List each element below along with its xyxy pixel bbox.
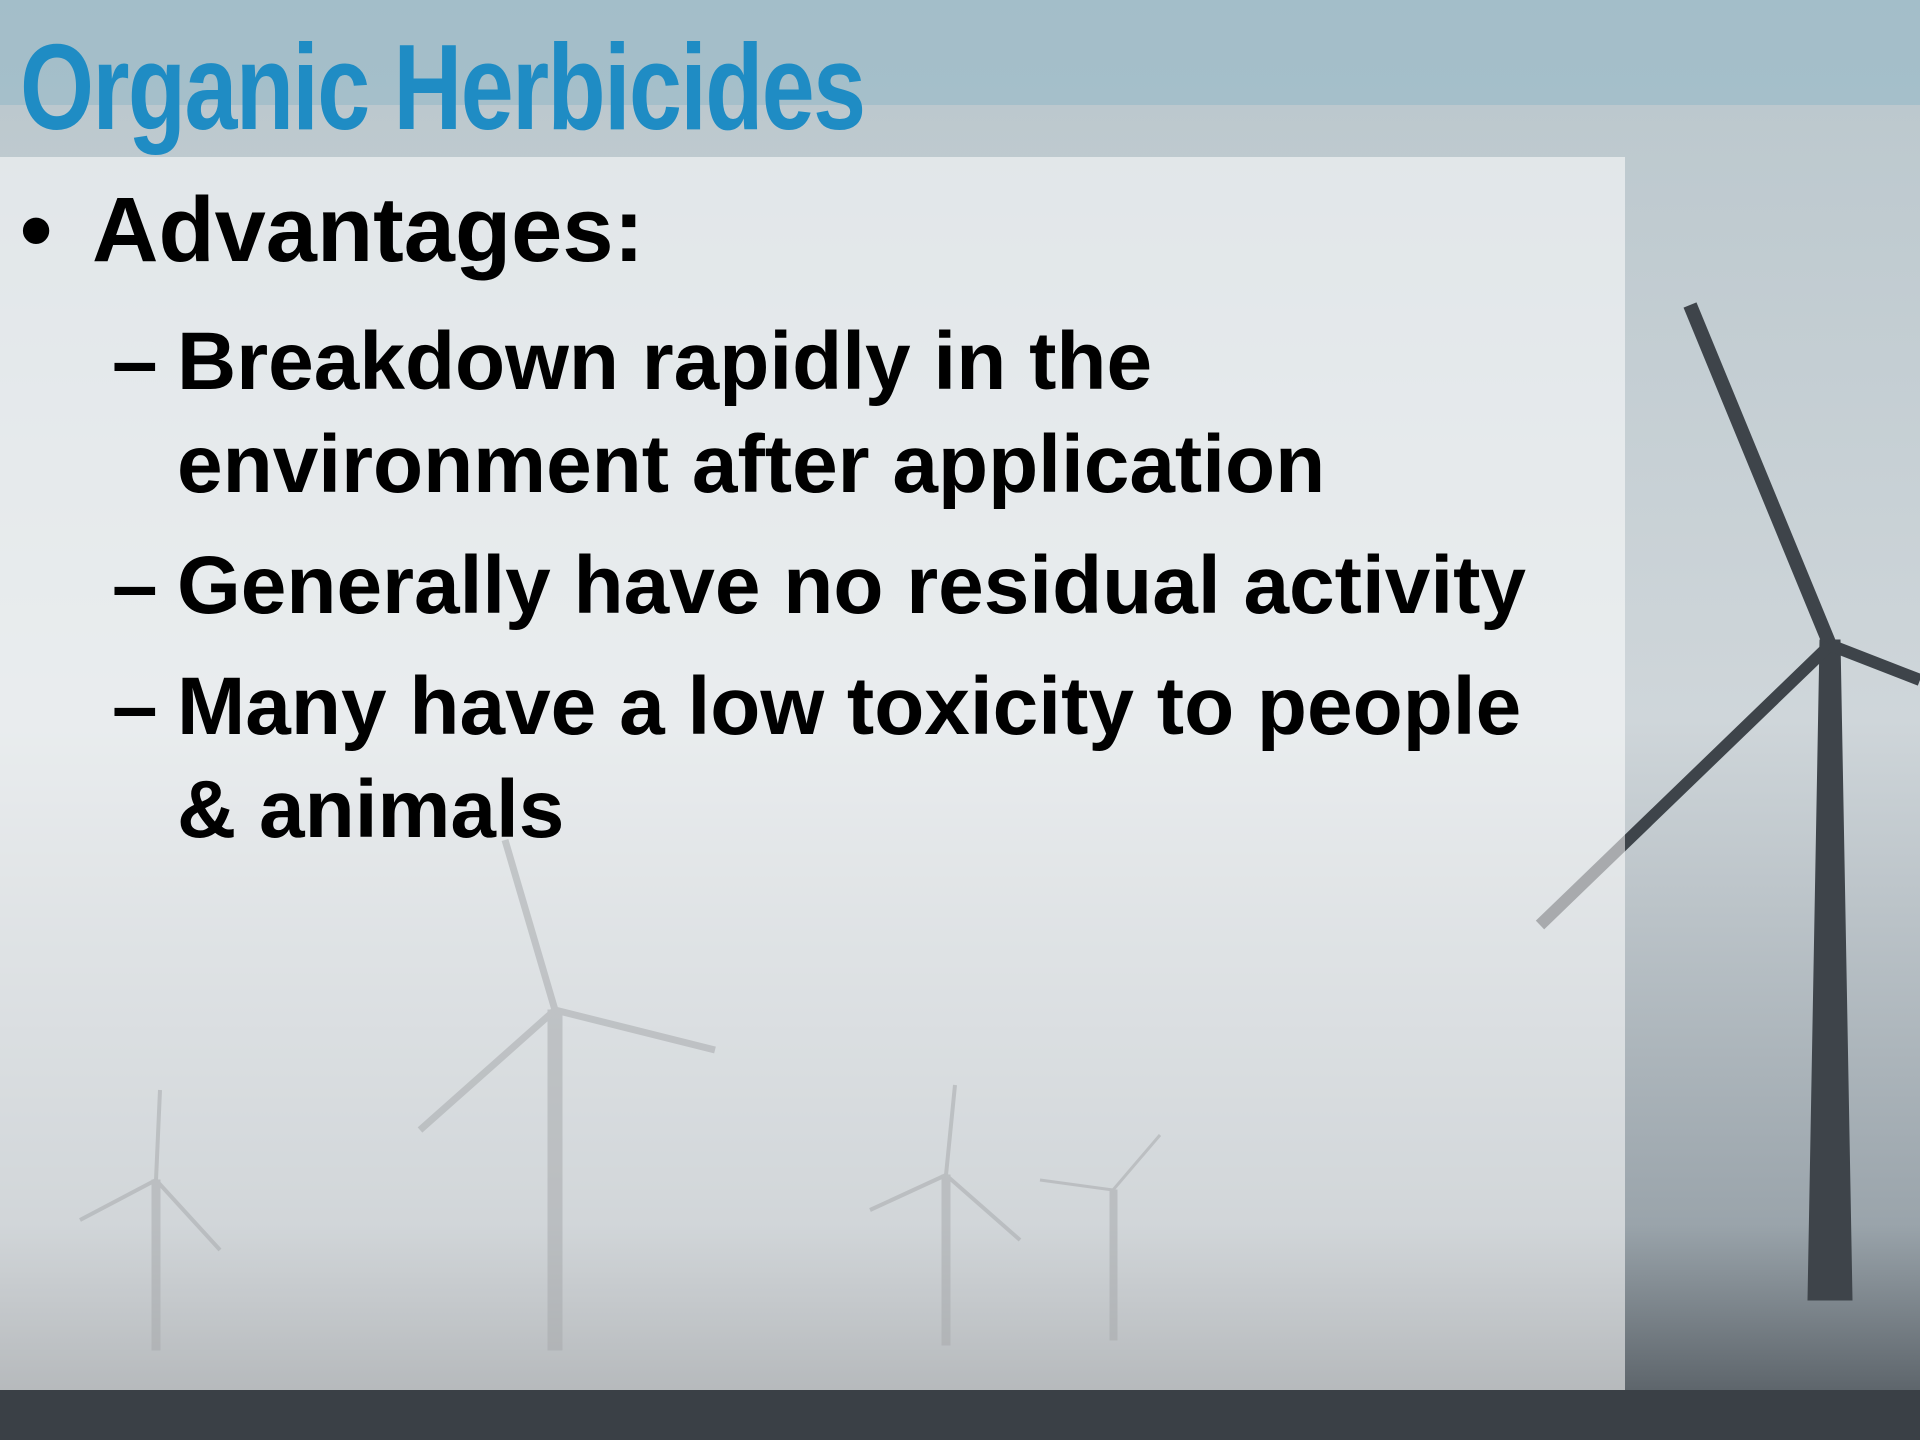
sub-bullet-text: Generally have no residual activity — [177, 540, 1526, 631]
bullet-heading: •Advantages: — [20, 180, 644, 281]
slide-title: Organic Herbicides — [20, 20, 865, 154]
dash-marker: – — [112, 310, 158, 413]
sub-bullet-text: Breakdown rapidly in the environment aft… — [177, 316, 1325, 510]
sub-bullet-text: Many have a low toxicity to people & ani… — [177, 661, 1521, 855]
sub-bullet: –Many have a low toxicity to people & an… — [112, 655, 1582, 861]
sub-bullet: –Breakdown rapidly in the environment af… — [112, 310, 1582, 516]
slide: Organic Herbicides •Advantages: –Breakdo… — [0, 0, 1920, 1440]
sub-bullet: –Generally have no residual activity — [112, 534, 1582, 637]
dash-marker: – — [112, 655, 158, 758]
sub-bullet-list: –Breakdown rapidly in the environment af… — [112, 310, 1582, 879]
dash-marker: – — [112, 534, 158, 637]
bullet-heading-text: Advantages: — [92, 179, 644, 281]
